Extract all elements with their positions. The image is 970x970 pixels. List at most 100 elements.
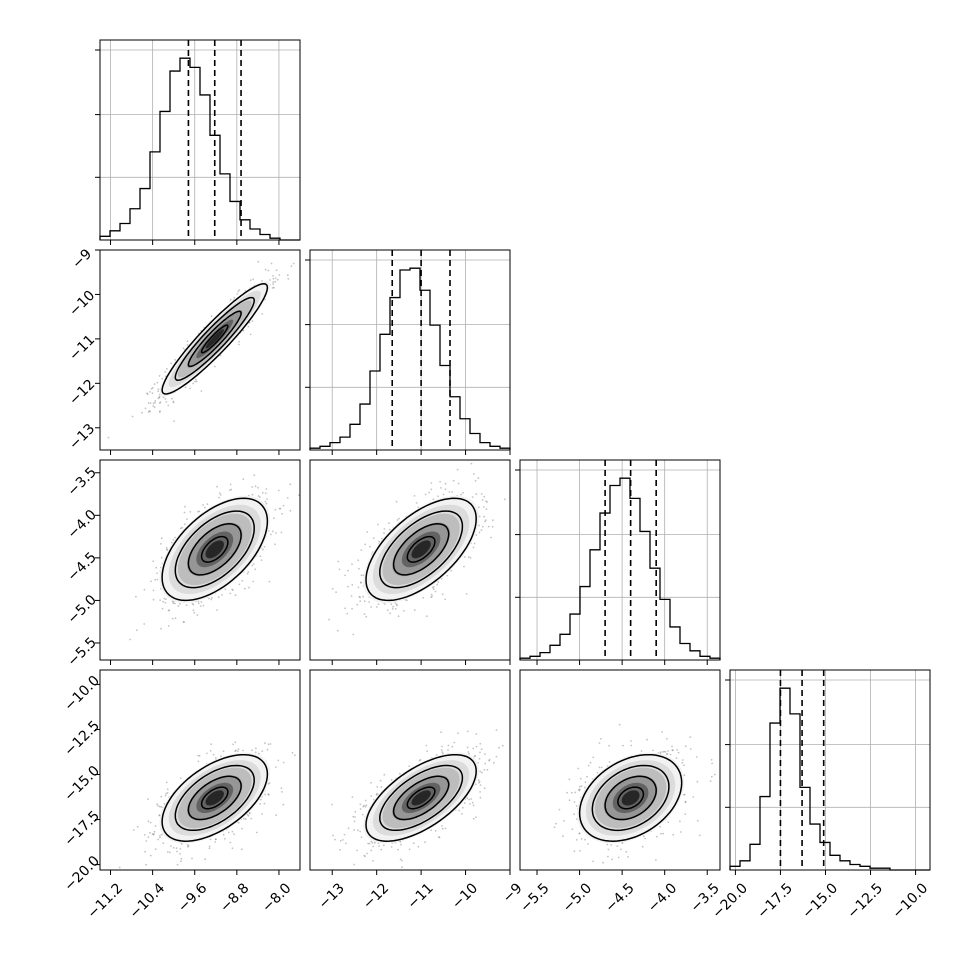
scatter-point — [146, 392, 148, 395]
scatter-point — [154, 401, 156, 404]
scatter-point — [167, 625, 170, 627]
density-level-5 — [205, 329, 224, 349]
scatter-point — [477, 779, 480, 781]
scatter-point — [492, 519, 494, 522]
scatter-point — [180, 857, 183, 860]
scatter-point — [154, 848, 157, 851]
scatter-point — [158, 402, 161, 405]
scatter-point — [187, 844, 190, 847]
scatter-point — [174, 359, 177, 361]
scatter-point — [485, 508, 488, 511]
scatter-point — [261, 750, 264, 753]
scatter-point — [234, 594, 237, 597]
scatter-point — [150, 388, 153, 390]
scatter-point — [251, 564, 254, 567]
scatter-point — [268, 279, 271, 281]
scatter-point — [144, 407, 147, 410]
scatter-point — [152, 589, 155, 592]
scatter-point — [204, 506, 206, 509]
scatter-point — [184, 505, 186, 508]
scatter-point — [275, 532, 277, 534]
scatter-point — [157, 804, 159, 807]
scatter-point — [144, 850, 147, 853]
scatter-point — [452, 479, 455, 482]
scatter-point — [229, 841, 232, 844]
scatter-point — [249, 279, 252, 282]
scatter-point — [272, 275, 274, 277]
scatter-point — [274, 280, 277, 283]
scatter-point — [257, 752, 260, 755]
scatter-point — [252, 563, 255, 565]
scatter-point — [359, 596, 361, 599]
scatter-point — [215, 757, 217, 759]
scatter-point — [479, 742, 482, 745]
scatter-point — [441, 593, 444, 595]
scatter-point — [265, 488, 268, 490]
scatter-point — [222, 833, 225, 836]
scatter-point — [198, 510, 201, 513]
scatter-point — [237, 290, 240, 293]
scatter-point — [483, 506, 485, 508]
scatter-point — [156, 572, 159, 575]
scatter-point — [118, 866, 121, 869]
scatter-point — [170, 362, 173, 365]
scatter-point — [234, 741, 237, 744]
scatter-point — [441, 827, 444, 830]
scatter-point — [415, 502, 418, 504]
scatter-point — [249, 333, 252, 336]
scatter-point — [478, 781, 480, 784]
scatter-point — [475, 816, 477, 819]
scatter-point — [172, 846, 175, 849]
scatter-point — [209, 750, 212, 752]
scatter-point — [254, 568, 257, 571]
scatter-point — [444, 488, 447, 491]
scatter-point — [224, 837, 226, 840]
scatter-point — [186, 518, 188, 520]
histogram-panel-2 — [515, 459, 721, 661]
scatter-point — [191, 857, 193, 860]
scatter-point — [162, 396, 165, 399]
scatter-point — [353, 863, 355, 866]
scatter-point — [390, 778, 393, 781]
scatter-point — [370, 781, 372, 784]
scatter-point — [238, 289, 241, 291]
scatter-point — [378, 540, 380, 543]
scatter-point — [346, 612, 349, 615]
density-panel-1-2 — [309, 459, 511, 661]
scatter-point — [147, 402, 150, 404]
scatter-point — [397, 615, 400, 618]
scatter-point — [153, 830, 156, 833]
scatter-point — [179, 848, 182, 850]
scatter-point — [471, 801, 474, 804]
scatter-point — [247, 814, 250, 817]
scatter-point — [264, 268, 267, 271]
scatter-point — [264, 500, 267, 503]
scatter-point — [158, 395, 161, 398]
scatter-point — [267, 793, 270, 796]
scatter-point — [358, 567, 360, 570]
scatter-point — [460, 493, 462, 496]
scatter-point — [244, 818, 247, 820]
scatter-point — [224, 588, 227, 590]
scatter-point — [350, 595, 353, 597]
scatter-point — [397, 848, 399, 851]
scatter-point — [157, 388, 160, 390]
scatter-point — [444, 482, 447, 485]
scatter-point — [263, 545, 266, 548]
histogram-panel-3 — [725, 669, 931, 871]
scatter-point — [274, 508, 277, 511]
scatter-point — [218, 496, 221, 499]
scatter-point — [152, 405, 155, 407]
scatter-point — [347, 585, 349, 588]
scatter-point — [363, 600, 366, 603]
scatter-point — [153, 383, 156, 385]
scatter-point — [413, 609, 416, 611]
scatter-point — [174, 536, 176, 539]
scatter-point — [159, 834, 161, 837]
scatter-point — [158, 814, 161, 817]
scatter-point — [238, 343, 240, 346]
scatter-point — [278, 274, 281, 276]
scatter-point — [442, 493, 445, 496]
scatter-point — [159, 599, 162, 601]
scatter-point — [444, 598, 447, 601]
